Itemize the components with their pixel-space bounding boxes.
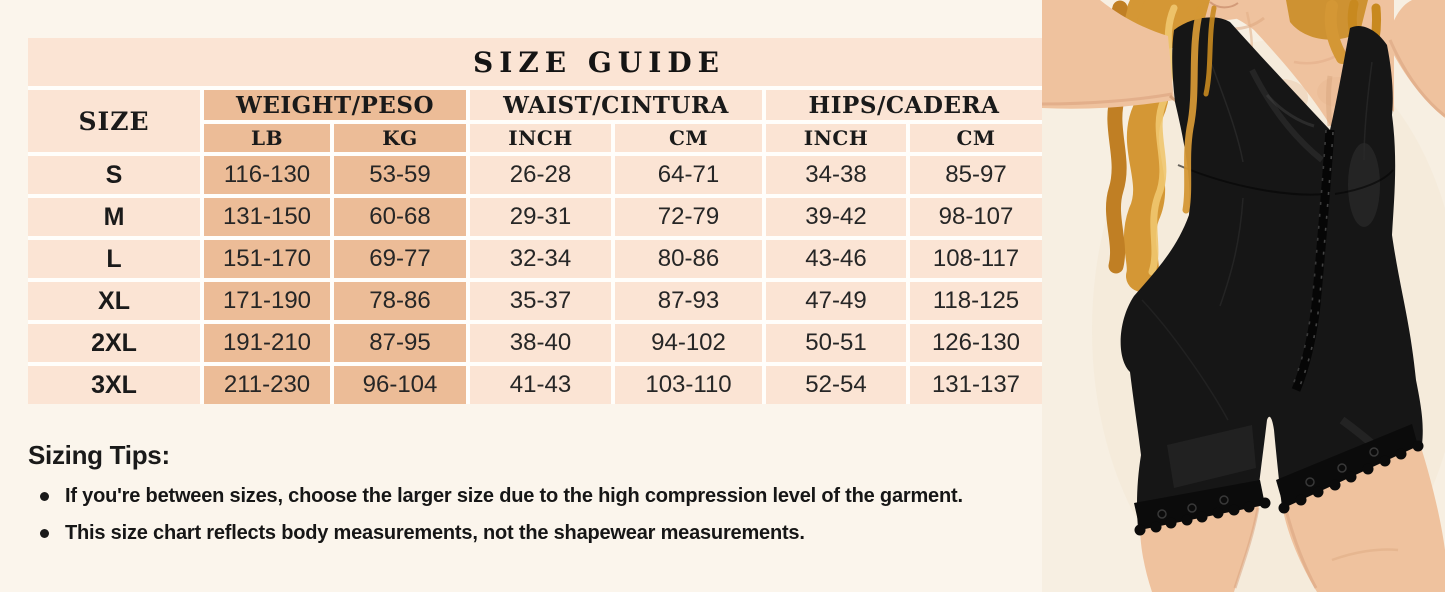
size-label-cell: M <box>28 198 200 236</box>
subheader-hips-inch: INCH <box>766 124 906 152</box>
subheader-weight-kg: KG <box>334 124 466 152</box>
size-label-cell: S <box>28 156 200 194</box>
tips-section: Sizing Tips: If you're between sizes, ch… <box>28 440 1028 559</box>
subheader-weight-lb: LB <box>204 124 330 152</box>
lace-trim <box>1134 424 1424 536</box>
bullet-icon <box>40 492 49 501</box>
value-cell: 87-93 <box>615 282 762 320</box>
value-cell: 78-86 <box>334 282 466 320</box>
model-photo <box>1042 0 1445 592</box>
size-table: SIZE WEIGHT/PESO WAIST/CINTURA HIPS/CADE… <box>28 90 1042 404</box>
value-cell: 98-107 <box>910 198 1042 236</box>
subheader-hips-cm: CM <box>910 124 1042 152</box>
value-cell: 171-190 <box>204 282 330 320</box>
value-cell: 53-59 <box>334 156 466 194</box>
value-cell: 151-170 <box>204 240 330 278</box>
value-cell: 85-97 <box>910 156 1042 194</box>
model-hair-front <box>1182 5 1217 214</box>
bullet-icon <box>40 529 49 538</box>
size-chart: SIZE GUIDE SIZE WEIGHT/PESO WAIST/CINTUR… <box>28 38 1042 404</box>
value-cell: 118-125 <box>910 282 1042 320</box>
value-cell: 47-49 <box>766 282 906 320</box>
tip-item: This size chart reflects body measuremen… <box>40 522 1028 545</box>
value-cell: 80-86 <box>615 240 762 278</box>
value-cell: 72-79 <box>615 198 762 236</box>
subheader-waist-cm: CM <box>615 124 762 152</box>
subheader-waist-inch: INCH <box>470 124 611 152</box>
value-cell: 87-95 <box>334 324 466 362</box>
tip-text: If you're between sizes, choose the larg… <box>65 485 963 507</box>
size-label-cell: L <box>28 240 200 278</box>
value-cell: 103-110 <box>615 366 762 404</box>
value-cell: 34-38 <box>766 156 906 194</box>
value-cell: 43-46 <box>766 240 906 278</box>
value-cell: 191-210 <box>204 324 330 362</box>
value-cell: 29-31 <box>470 198 611 236</box>
group-header-weight: WEIGHT/PESO <box>204 90 466 120</box>
tip-item: If you're between sizes, choose the larg… <box>40 485 1028 508</box>
value-cell: 60-68 <box>334 198 466 236</box>
model-arms <box>1042 0 1445 118</box>
value-cell: 26-28 <box>470 156 611 194</box>
size-label-cell: 2XL <box>28 324 200 362</box>
value-cell: 116-130 <box>204 156 330 194</box>
corner-header-size: SIZE <box>28 90 200 152</box>
value-cell: 41-43 <box>470 366 611 404</box>
value-cell: 50-51 <box>766 324 906 362</box>
value-cell: 38-40 <box>470 324 611 362</box>
value-cell: 126-130 <box>910 324 1042 362</box>
value-cell: 96-104 <box>334 366 466 404</box>
size-label-cell: 3XL <box>28 366 200 404</box>
value-cell: 69-77 <box>334 240 466 278</box>
value-cell: 131-150 <box>204 198 330 236</box>
value-cell: 108-117 <box>910 240 1042 278</box>
model-photo-illustration <box>1042 0 1445 592</box>
value-cell: 211-230 <box>204 366 330 404</box>
tip-text: This size chart reflects body measuremen… <box>65 522 805 544</box>
group-header-waist: WAIST/CINTURA <box>470 90 762 120</box>
value-cell: 32-34 <box>470 240 611 278</box>
value-cell: 35-37 <box>470 282 611 320</box>
tips-heading: Sizing Tips: <box>28 440 170 470</box>
value-cell: 94-102 <box>615 324 762 362</box>
chart-title: SIZE GUIDE <box>28 38 1042 86</box>
value-cell: 52-54 <box>766 366 906 404</box>
value-cell: 64-71 <box>615 156 762 194</box>
size-label-cell: XL <box>28 282 200 320</box>
value-cell: 39-42 <box>766 198 906 236</box>
value-cell: 131-137 <box>910 366 1042 404</box>
group-header-hips: HIPS/CADERA <box>766 90 1042 120</box>
